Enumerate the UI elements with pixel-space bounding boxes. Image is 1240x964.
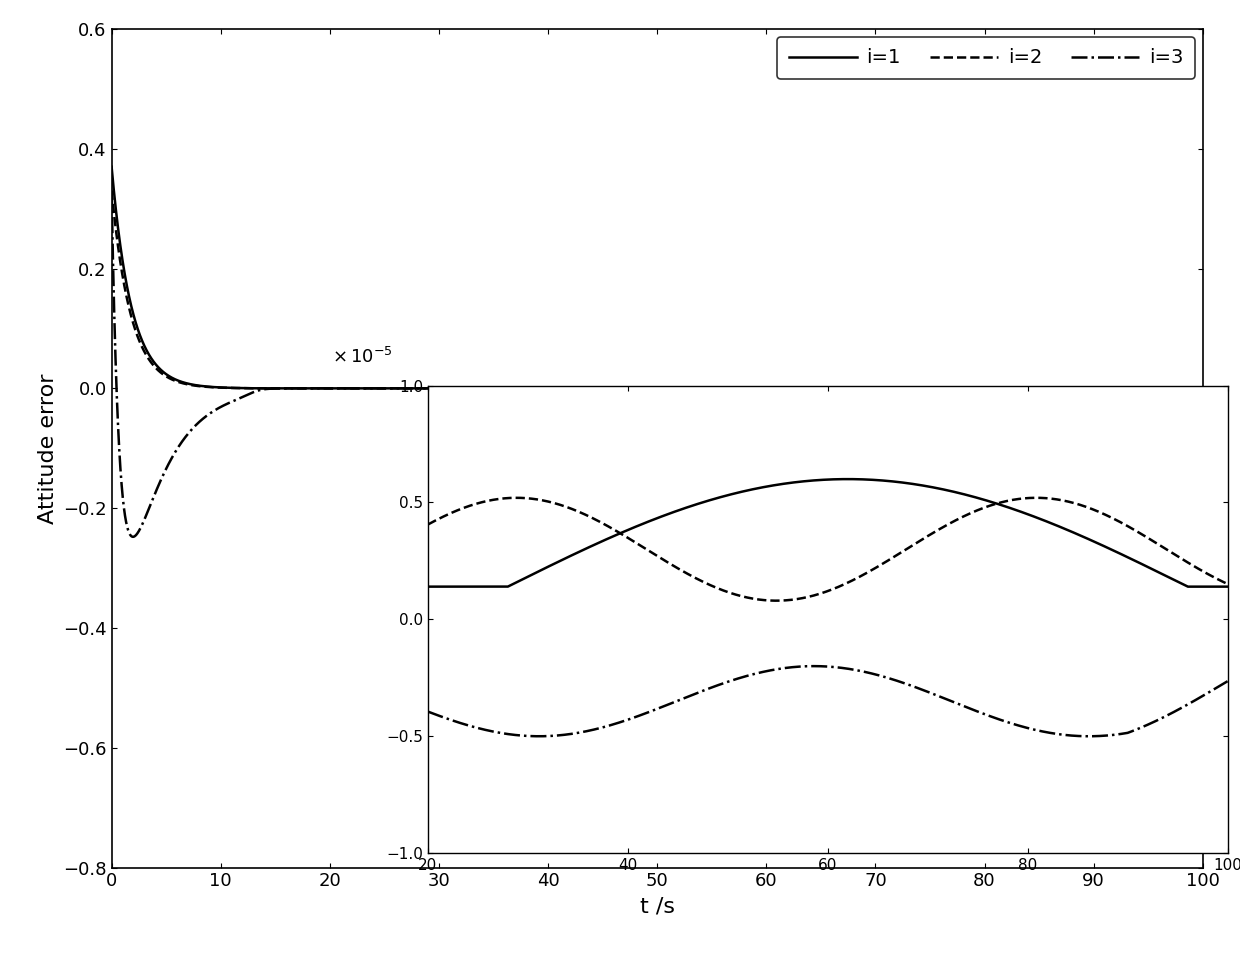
i=3 [637,383,652,394]
i=1 [637,383,652,394]
i=1 [109,209,124,221]
Legend: i=1, i=2, i=3: i=1, i=2, i=3 [777,37,1195,79]
i=3 [1137,383,1152,394]
i=2 [652,383,667,394]
i=1 [317,383,332,394]
i=3 [125,531,140,543]
Line: i=1: i=1 [112,167,1203,388]
i=3 [150,483,165,495]
i=1 [149,360,164,371]
i=1 [104,161,119,173]
i=1 [170,374,185,386]
i=3 [1195,383,1210,394]
Line: i=3: i=3 [112,191,1203,537]
i=3 [109,383,124,394]
Y-axis label: Attitude error: Attitude error [37,373,57,523]
i=2 [1137,383,1152,394]
i=3 [170,443,185,455]
Text: $\times\,10^{-5}$: $\times\,10^{-5}$ [332,347,392,367]
i=2 [149,363,164,375]
Line: i=2: i=2 [112,191,1203,388]
i=1 [1137,383,1152,394]
i=2 [637,383,652,394]
i=2 [104,185,119,197]
i=2 [1195,383,1210,394]
i=2 [109,229,124,241]
i=1 [1195,383,1210,394]
i=3 [104,185,119,197]
i=2 [170,376,185,388]
i=3 [319,383,334,394]
X-axis label: t /s: t /s [640,896,675,916]
i=1 [678,383,693,394]
i=2 [317,383,332,394]
